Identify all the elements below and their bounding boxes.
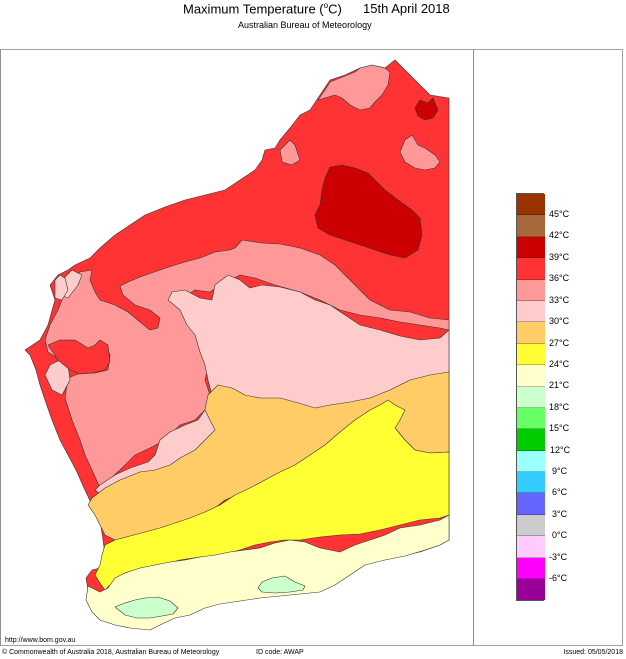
map-header: Maximum Temperature (oC) 15th April 2018… bbox=[0, 0, 626, 30]
legend-label: 42°C bbox=[549, 230, 570, 240]
source-link[interactable]: http://www.bom.gov.au bbox=[5, 637, 76, 644]
legend-label: -3°C bbox=[549, 552, 568, 562]
region-33c bbox=[399, 134, 441, 171]
region-39c bbox=[314, 164, 423, 259]
legend-label: 45°C bbox=[549, 209, 570, 219]
region-18c bbox=[257, 575, 306, 594]
legend-label: 24°C bbox=[549, 359, 570, 369]
legend-swatch bbox=[517, 300, 545, 323]
legend-swatch bbox=[517, 536, 545, 558]
legend-label: 12°C bbox=[550, 445, 571, 455]
legend-label: 0°C bbox=[552, 530, 568, 540]
legend-divider bbox=[473, 49, 474, 646]
legend-label: 15°C bbox=[549, 423, 570, 433]
region-36c bbox=[47, 339, 111, 375]
legend-swatch bbox=[517, 343, 545, 366]
legend-swatch bbox=[517, 407, 545, 430]
legend-label: 33°C bbox=[549, 295, 570, 305]
legend-colorbar bbox=[516, 193, 545, 602]
legend-label: 18°C bbox=[549, 402, 570, 412]
region-24c bbox=[94, 399, 450, 591]
legend-label: 27°C bbox=[549, 338, 570, 348]
legend-swatch bbox=[517, 579, 545, 601]
legend-label: -6°C bbox=[549, 573, 568, 583]
region-39c bbox=[414, 97, 439, 121]
region-33c bbox=[317, 64, 391, 111]
map-date: 15th April 2018 bbox=[363, 1, 450, 16]
region-33c bbox=[279, 139, 301, 166]
legend-swatch bbox=[517, 493, 545, 515]
temperature-legend bbox=[516, 193, 545, 602]
legend-swatch bbox=[517, 322, 545, 344]
issued-date: Issued: 05/05/2018 bbox=[563, 649, 623, 656]
legend-swatch bbox=[517, 386, 545, 408]
map-subtitle: Australian Bureau of Meteorology bbox=[238, 20, 372, 30]
legend-swatch bbox=[517, 194, 545, 216]
legend-swatch bbox=[517, 557, 545, 580]
copyright-text: © Commonwealth of Australia 2018, Austra… bbox=[2, 649, 220, 656]
legend-swatch bbox=[517, 215, 545, 237]
legend-swatch bbox=[517, 258, 545, 280]
map-title: Maximum Temperature (oC) bbox=[183, 1, 342, 17]
legend-swatch bbox=[517, 514, 545, 537]
legend-label: 6°C bbox=[552, 487, 568, 497]
legend-label: 39°C bbox=[549, 252, 570, 262]
region-18c bbox=[114, 596, 179, 619]
region-21c bbox=[85, 514, 450, 631]
region-30c bbox=[54, 274, 69, 301]
legend-label: 36°C bbox=[549, 273, 570, 283]
legend-label: 21°C bbox=[549, 380, 570, 390]
legend-swatch bbox=[517, 365, 545, 387]
legend-swatch bbox=[517, 429, 545, 451]
legend-swatch bbox=[517, 450, 545, 473]
legend-label: 3°C bbox=[552, 509, 568, 519]
legend-label: 30°C bbox=[549, 316, 570, 326]
legend-swatch bbox=[517, 472, 545, 494]
id-code: ID code: AWAP bbox=[256, 649, 304, 656]
map-frame bbox=[0, 49, 623, 646]
legend-swatch bbox=[517, 279, 545, 301]
legend-label: 9°C bbox=[552, 466, 568, 476]
legend-swatch bbox=[517, 236, 545, 259]
